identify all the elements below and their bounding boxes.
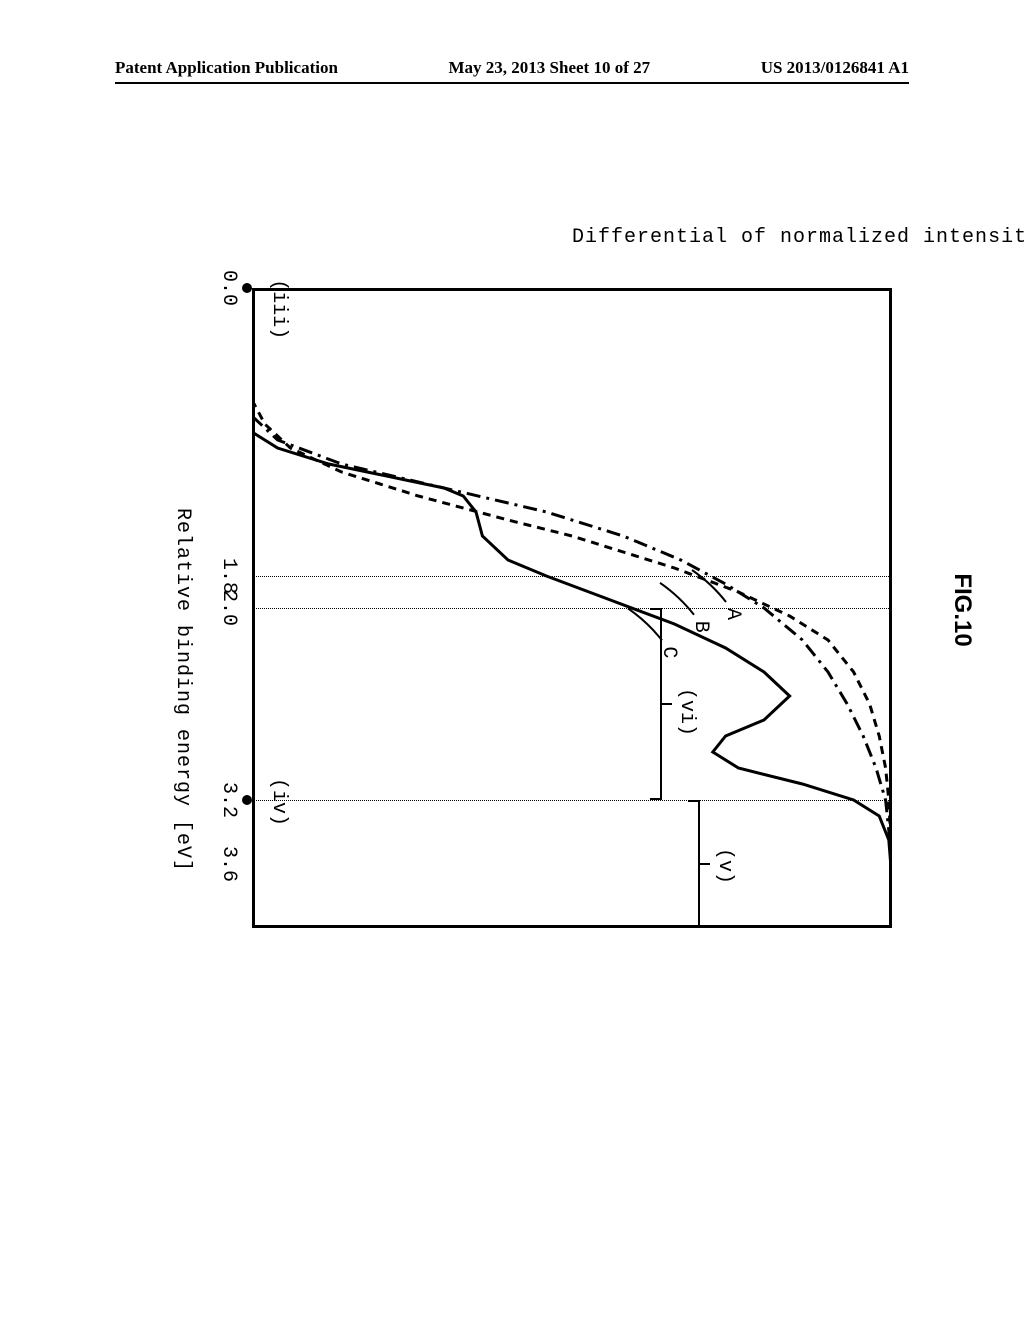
leader-A	[692, 570, 726, 602]
header-left: Patent Application Publication	[115, 58, 338, 78]
annotation-vi-bracket	[648, 608, 662, 800]
x-tick-label: 1.8	[217, 558, 240, 594]
guide-vline	[252, 576, 892, 577]
guide-vline	[252, 800, 892, 801]
x-tick-label: 2.0	[217, 590, 240, 626]
x-tick-label: 3.2	[217, 782, 240, 818]
x-axis-label: Relative binding energy [eV]	[171, 508, 194, 872]
header-center: May 23, 2013 Sheet 10 of 27	[449, 58, 651, 78]
figure: FIG.10 Differential of normalized intens…	[102, 218, 922, 1002]
annotation-v: (v)	[713, 848, 736, 884]
leader-B	[660, 583, 694, 615]
figure-title: FIG.10	[948, 573, 976, 646]
page-header: Patent Application Publication May 23, 2…	[0, 58, 1024, 78]
x-tick-label: 3.6	[217, 846, 240, 882]
header-right: US 2013/0126841 A1	[761, 58, 909, 78]
header-rule	[115, 82, 909, 84]
y-axis-label: Differential of normalized intensity	[572, 226, 1024, 249]
x-tick-label: 0.0	[217, 270, 240, 306]
annotation-v-bracket	[686, 800, 700, 928]
curve-B	[252, 432, 892, 928]
guide-vline	[252, 608, 892, 609]
curve-label-A: A	[721, 608, 744, 620]
curve-label-B: B	[689, 621, 712, 633]
annotation-iii: (iii)	[267, 279, 290, 339]
x-tick-marker	[242, 795, 252, 805]
curve-C	[252, 416, 892, 928]
annotation-vi: (vi)	[675, 688, 698, 736]
curve-A	[252, 400, 892, 928]
annotation-iv: (iv)	[267, 778, 290, 826]
x-tick-marker	[242, 283, 252, 293]
